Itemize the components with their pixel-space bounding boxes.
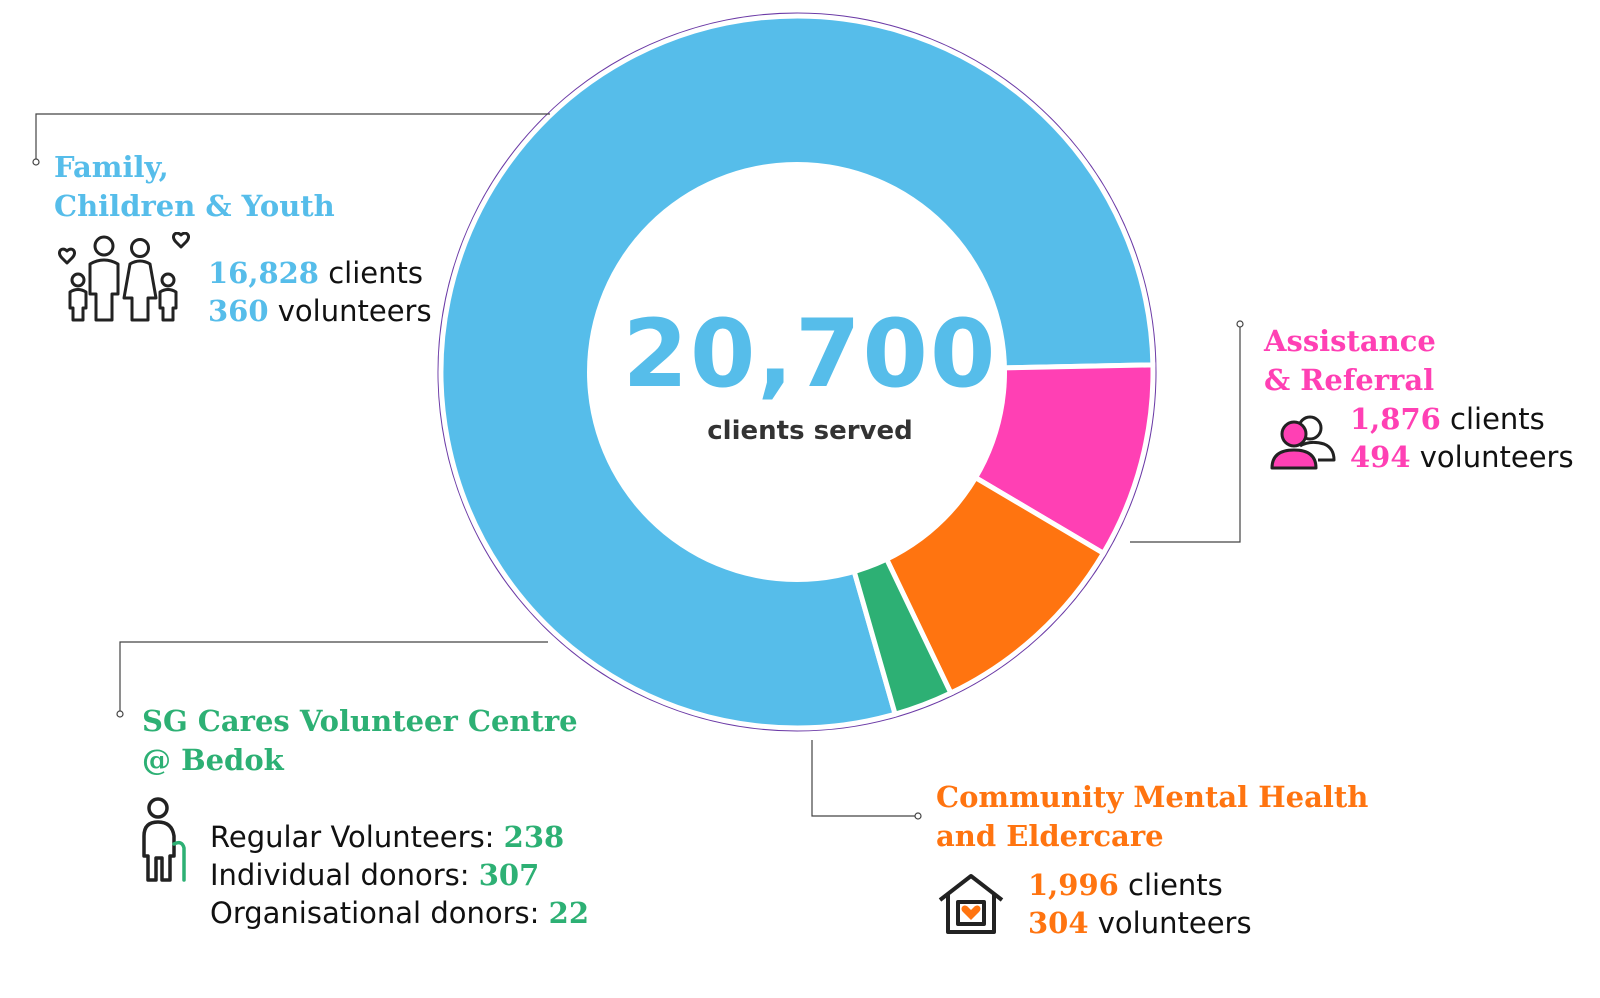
assistance-volunteers-label: volunteers	[1419, 440, 1574, 474]
leader-line-sgcares	[119, 641, 548, 712]
family-icon	[58, 232, 190, 322]
mental-title-line2: and Eldercare	[936, 819, 1164, 853]
family-clients-number: 16,828	[208, 256, 319, 290]
family-title-line1: Family,	[54, 150, 169, 184]
sgcares-individual-number: 307	[478, 858, 540, 892]
sgcares-title: SG Cares Volunteer Centre @ Bedok	[142, 702, 578, 780]
family-volunteers-number: 360	[208, 294, 269, 328]
sgcares-title-line2: @ Bedok	[142, 743, 284, 777]
mental-volunteers-number: 304	[1028, 906, 1089, 940]
elderly-person-icon	[142, 797, 186, 882]
sgcares-org-number: 22	[548, 896, 589, 930]
leader-line-assistance	[1130, 326, 1241, 543]
assistance-stats: 1,876 clients 494 volunteers	[1350, 400, 1574, 476]
sgcares-title-line1: SG Cares Volunteer Centre	[142, 704, 578, 738]
assistance-title: Assistance & Referral	[1264, 322, 1436, 400]
mental-clients-label: clients	[1128, 868, 1223, 902]
assistance-title-line1: Assistance	[1264, 324, 1436, 358]
house-heart-icon	[938, 874, 1004, 934]
leader-dot-family	[32, 158, 40, 166]
mental-title: Community Mental Health and Eldercare	[936, 778, 1368, 856]
mental-volunteers-label: volunteers	[1097, 906, 1252, 940]
leader-dot-sgcares	[116, 710, 124, 718]
sgcares-stats: Regular Volunteers: 238 Individual donor…	[210, 818, 589, 932]
sgcares-regular-label: Regular Volunteers:	[210, 820, 495, 854]
family-title-line2: Children & Youth	[54, 189, 335, 223]
assistance-title-line2: & Referral	[1264, 363, 1435, 397]
leader-line-family	[35, 113, 550, 160]
mental-clients-number: 1,996	[1028, 868, 1119, 902]
family-volunteers-label: volunteers	[277, 294, 432, 328]
assistance-clients-label: clients	[1450, 402, 1545, 436]
sgcares-individual-label: Individual donors:	[210, 858, 470, 892]
mental-stats: 1,996 clients 304 volunteers	[1028, 866, 1252, 942]
leader-dot-assistance	[1236, 320, 1244, 328]
total-clients-label: clients served	[707, 416, 913, 446]
assistance-volunteers-number: 494	[1350, 440, 1411, 474]
family-stats: 16,828 clients 360 volunteers	[208, 254, 432, 330]
family-clients-label: clients	[328, 256, 423, 290]
sgcares-org-label: Organisational donors:	[210, 896, 540, 930]
sgcares-regular-number: 238	[503, 820, 565, 854]
total-clients-number: 20,700	[622, 300, 998, 409]
family-title: Family, Children & Youth	[54, 148, 335, 226]
donut-hole	[587, 162, 1007, 582]
people-icon	[1270, 415, 1336, 470]
leader-dot-mental	[914, 812, 922, 820]
mental-title-line1: Community Mental Health	[936, 780, 1369, 814]
assistance-clients-number: 1,876	[1350, 402, 1441, 436]
leader-line-mental	[811, 740, 916, 817]
